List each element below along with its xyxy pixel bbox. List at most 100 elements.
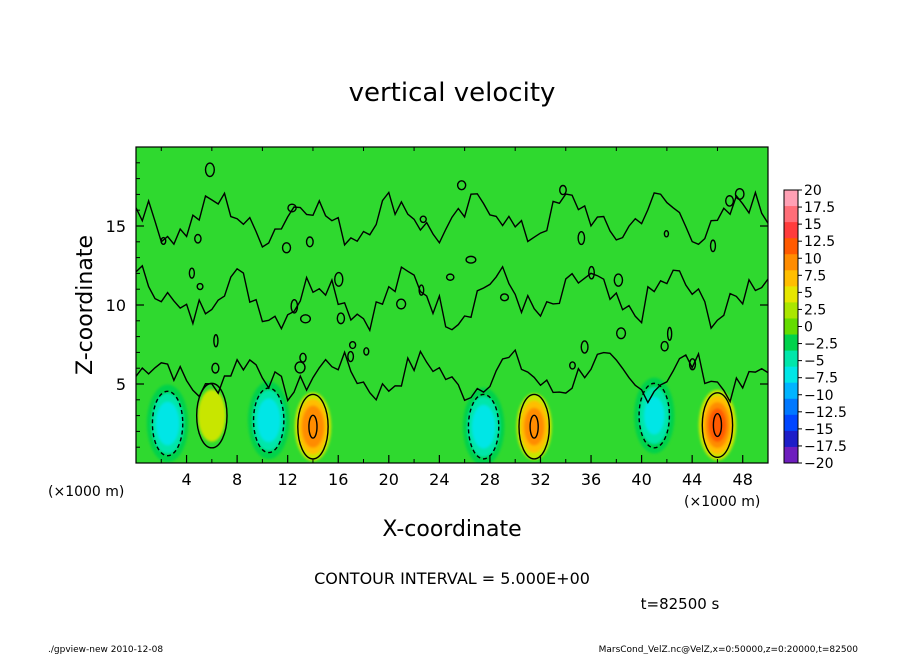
- colorbar-label: −12.5: [804, 405, 847, 421]
- colorbar-swatch: [784, 222, 798, 239]
- colorbar-swatch: [784, 334, 798, 352]
- cell-contour-inner: [712, 413, 723, 438]
- cell-shade: [708, 408, 727, 443]
- colorbar-label: −2.5: [804, 337, 838, 353]
- y-tick-label: 5: [116, 375, 126, 394]
- downdraft-cell: [634, 377, 675, 454]
- colorbar-label: 12.5: [804, 234, 835, 250]
- small-contour: [213, 334, 219, 348]
- colorbar-label: 7.5: [804, 268, 826, 284]
- chart-title: vertical velocity: [349, 78, 556, 108]
- x-tick-label: 8: [232, 470, 242, 489]
- small-contour: [305, 236, 314, 248]
- small-contour: [456, 180, 467, 191]
- small-contour: [396, 298, 407, 310]
- colorbar-label: 20: [804, 183, 822, 199]
- cell-shade: [301, 405, 325, 448]
- cell-contour-inner: [308, 414, 318, 439]
- contour-lines: [136, 162, 768, 460]
- colorbar-swatch: [784, 318, 798, 336]
- y-axis-ticks: 5 10 15: [106, 162, 768, 448]
- x-tick-label: 20: [379, 470, 399, 489]
- colorbar-label: 2.5: [804, 302, 826, 318]
- colorbar-swatch: [784, 302, 798, 319]
- small-contour: [347, 350, 355, 363]
- cell-contour: [297, 393, 329, 460]
- small-contour: [559, 184, 567, 196]
- x-unit-left: (×1000 m): [48, 484, 124, 500]
- x-tick-label: 48: [733, 470, 753, 489]
- small-contour: [577, 230, 586, 246]
- small-contour: [418, 284, 425, 296]
- small-contour: [160, 236, 167, 245]
- colorbar-label: −5: [804, 354, 825, 370]
- updraft-cell: [294, 392, 332, 461]
- small-contour: [734, 187, 745, 200]
- colorbar-swatch: [784, 382, 798, 400]
- cell-shade: [644, 396, 665, 435]
- colorbar-label: −7.5: [804, 371, 838, 387]
- small-contour: [709, 239, 717, 253]
- small-contour: [666, 326, 673, 341]
- cell-contour-inner: [529, 414, 539, 439]
- small-contour: [465, 255, 477, 264]
- small-contour: [725, 195, 735, 207]
- colorbar-swatch: [784, 430, 798, 448]
- cell-shade: [257, 398, 281, 443]
- colorbar-swatch: [784, 350, 798, 368]
- x-tick-label: 4: [181, 470, 191, 489]
- x-tick-label: 16: [328, 470, 348, 489]
- colorbar-swatch: [784, 414, 798, 432]
- small-contour: [613, 273, 624, 287]
- cell-contour: [701, 392, 734, 459]
- downdraft-cell: [247, 381, 290, 460]
- colorbar-label: 0: [804, 320, 813, 336]
- cell-contour: [638, 382, 671, 449]
- colorbar-label: −20: [804, 456, 834, 472]
- footer-right: MarsCond_VelZ.nc@VelZ,x=0:50000,z=0:2000…: [599, 645, 859, 654]
- cell-contour: [467, 393, 500, 460]
- x-tick-label: 36: [581, 470, 601, 489]
- x-tick-label: 28: [480, 470, 500, 489]
- small-contour: [588, 265, 595, 280]
- contour-interval: CONTOUR INTERVAL = 5.000E+00: [314, 569, 590, 588]
- colorbar-swatch: [784, 254, 798, 271]
- cell-contour: [151, 390, 184, 457]
- updraft-cell: [698, 389, 737, 461]
- small-contour: [287, 203, 297, 213]
- small-contour: [363, 347, 370, 356]
- y-axis-label: Z-coordinate: [73, 235, 98, 375]
- small-contour: [419, 215, 427, 224]
- colorbar-label: −15: [804, 422, 834, 438]
- small-contour: [299, 314, 312, 324]
- x-tick-label: 32: [530, 470, 550, 489]
- cell-shade: [197, 389, 226, 442]
- colorbar-swatch: [784, 270, 798, 287]
- colorbar-swatch: [784, 446, 798, 464]
- colorbar-swatch: [784, 238, 798, 255]
- small-contour: [294, 361, 306, 374]
- footer-left: ./gpview-new 2010-12-08: [48, 645, 163, 654]
- zero-contour: [136, 264, 768, 333]
- small-contour: [615, 327, 627, 340]
- time-label: t=82500 s: [641, 595, 720, 613]
- cell-shade: [524, 407, 545, 446]
- y-tick-label: 15: [106, 217, 126, 236]
- small-contour: [348, 340, 357, 350]
- colorbar-swatch: [784, 398, 798, 416]
- small-contour: [688, 358, 697, 371]
- small-contour: [663, 230, 670, 238]
- x-tick-label: 40: [631, 470, 651, 489]
- x-tick-label: 44: [682, 470, 702, 489]
- small-contour: [299, 352, 307, 363]
- small-contour: [336, 312, 346, 325]
- downdraft-cell: [146, 384, 189, 463]
- small-contour: [660, 340, 669, 352]
- x-axis-label: X-coordinate: [382, 517, 521, 542]
- colorbar-swatch: [784, 286, 798, 303]
- x-unit-right: (×1000 m): [684, 494, 760, 510]
- colorbar-label: 17.5: [804, 200, 835, 216]
- y-tick-label: 10: [106, 296, 126, 315]
